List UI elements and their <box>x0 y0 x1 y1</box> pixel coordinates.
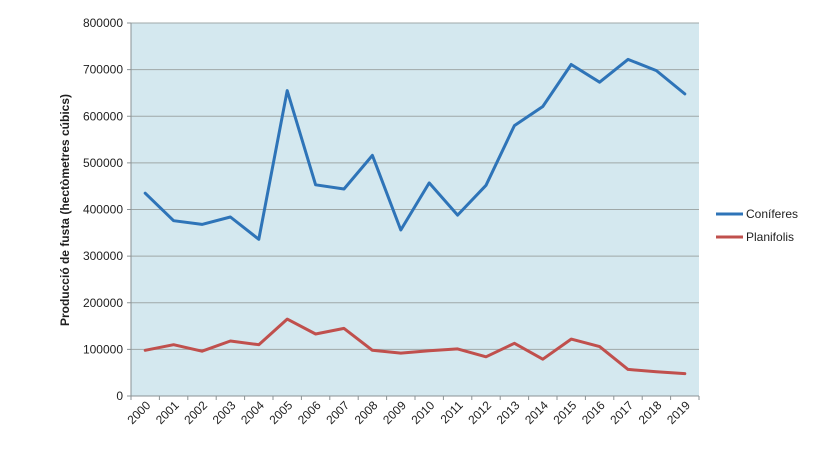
x-tick-label: 2019 <box>664 398 693 427</box>
y-tick-label: 200000 <box>83 296 123 310</box>
x-tick-label: 2018 <box>636 398 665 427</box>
x-tick-label: 2011 <box>438 398 466 426</box>
y-tick-label: 500000 <box>83 156 123 170</box>
x-tick-label: 2006 <box>295 398 324 427</box>
x-tick-label: 2004 <box>238 398 267 427</box>
series-line-planifolis <box>143 317 687 376</box>
y-tick-label: 600000 <box>83 109 123 123</box>
x-tick-label: 2009 <box>380 398 409 427</box>
x-tick-label: 2000 <box>125 398 154 427</box>
x-tick-label: 2016 <box>579 398 608 427</box>
x-tick-label: 2008 <box>352 398 381 427</box>
legend-coniferes-label: Coníferes <box>746 207 798 221</box>
y-tick-label: 300000 <box>83 249 123 263</box>
x-tick-label: 2013 <box>494 398 523 427</box>
y-tick-label: 700000 <box>83 63 123 77</box>
x-tick-label: 2007 <box>323 398 352 427</box>
y-tick-label: 100000 <box>83 342 123 356</box>
legend: Coníferes Planifolis <box>716 207 798 244</box>
y-axis-title: Producció de fusta (hectòmetres cúbics) <box>58 94 72 326</box>
y-tick-label: 0 <box>116 389 123 403</box>
plot-layer: 0 100000 200000 300000 400000 500000 600000 700… <box>83 16 700 427</box>
y-tick-label: 400000 <box>83 203 123 217</box>
legend-planifolis-label: Planifolis <box>746 230 794 244</box>
x-tick-label: 2017 <box>607 398 636 427</box>
x-tick-label: 2005 <box>267 398 296 427</box>
x-tick-label: 2010 <box>409 398 438 427</box>
x-tick-label: 2012 <box>465 398 494 427</box>
x-tick-label: 2014 <box>522 398 551 427</box>
y-tick-label: 800000 <box>83 16 123 30</box>
x-tick-label: 2003 <box>210 398 239 427</box>
series-line-coníferes <box>143 57 687 241</box>
x-tick-label: 2015 <box>551 398 580 427</box>
x-tick-label: 2002 <box>181 398 210 427</box>
x-tick-label: 2001 <box>153 398 182 427</box>
